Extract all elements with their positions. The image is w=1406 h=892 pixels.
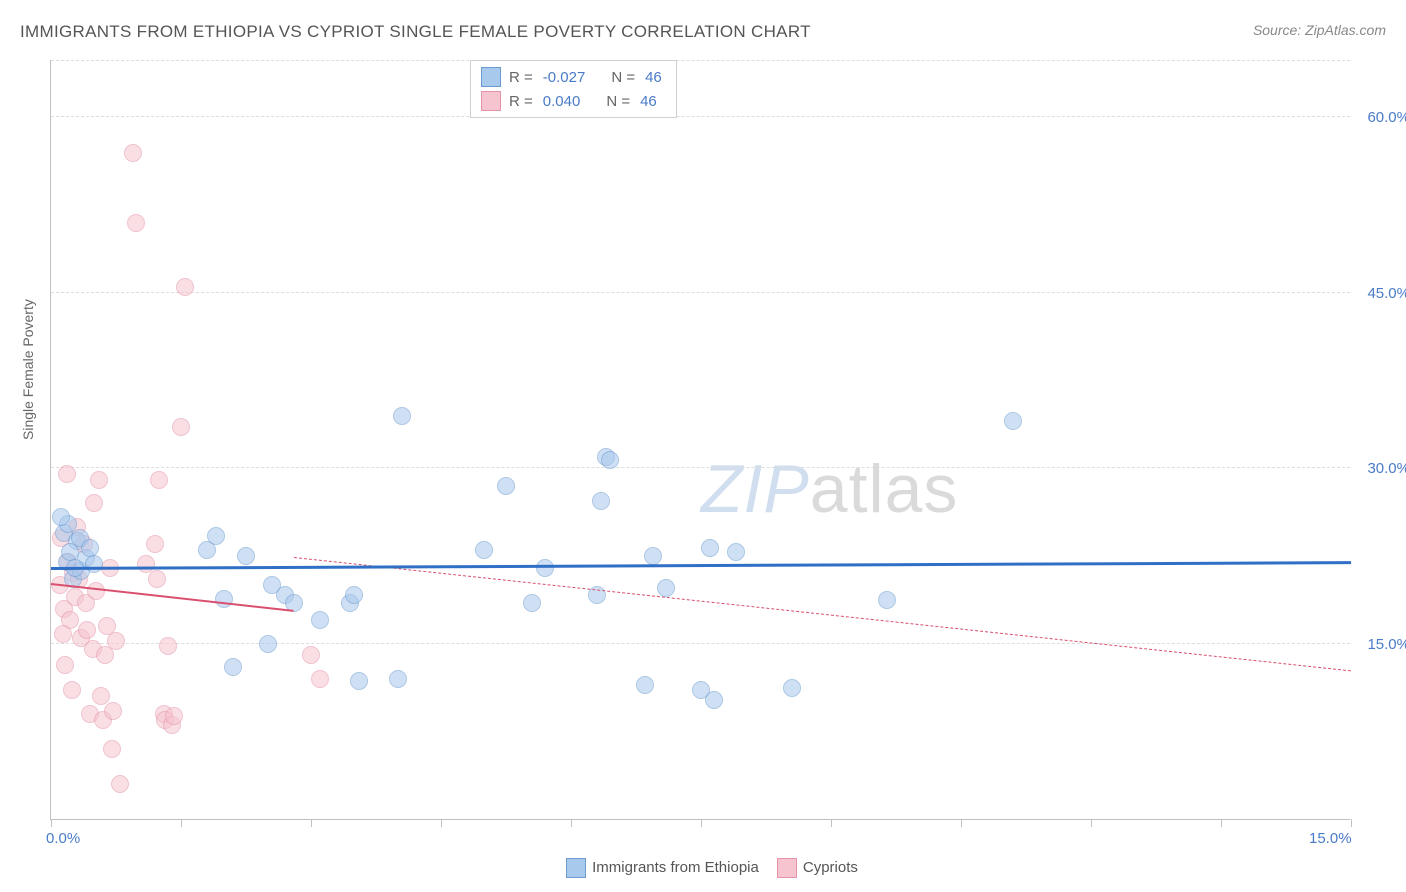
scatter-point	[350, 672, 368, 690]
legend-row: R = 0.040 N = 46	[481, 89, 662, 113]
scatter-point	[311, 611, 329, 629]
scatter-point	[56, 656, 74, 674]
legend-n-label: N =	[611, 69, 635, 86]
scatter-point	[224, 658, 242, 676]
scatter-point	[207, 527, 225, 545]
trend-line	[294, 557, 1351, 671]
scatter-point	[783, 679, 801, 697]
scatter-point	[78, 621, 96, 639]
scatter-point	[90, 471, 108, 489]
scatter-point	[103, 740, 121, 758]
scatter-point	[85, 555, 103, 573]
scatter-point	[592, 492, 610, 510]
scatter-point	[54, 625, 72, 643]
scatter-point	[104, 702, 122, 720]
scatter-point	[127, 214, 145, 232]
scatter-point	[111, 775, 129, 793]
scatter-point	[52, 508, 70, 526]
x-tick	[51, 819, 52, 827]
x-tick	[831, 819, 832, 827]
scatter-point	[92, 687, 110, 705]
correlation-legend: R = -0.027 N = 46 R = 0.040 N = 46	[470, 60, 677, 118]
scatter-point	[393, 407, 411, 425]
legend-series-name: Immigrants from Ethiopia	[592, 859, 759, 876]
scatter-point	[85, 494, 103, 512]
legend-r-value: 0.040	[543, 93, 581, 110]
series-legend: Immigrants from Ethiopia Cypriots	[0, 858, 1406, 878]
scatter-point	[475, 541, 493, 559]
scatter-point	[150, 471, 168, 489]
scatter-point	[146, 535, 164, 553]
x-tick	[571, 819, 572, 827]
x-tick	[311, 819, 312, 827]
legend-r-value: -0.027	[543, 69, 586, 86]
scatter-point	[1004, 412, 1022, 430]
x-tick-label: 15.0%	[1309, 830, 1352, 847]
y-axis-label: Single Female Poverty	[20, 299, 36, 440]
chart-title: IMMIGRANTS FROM ETHIOPIA VS CYPRIOT SING…	[20, 22, 811, 42]
scatter-point	[172, 418, 190, 436]
scatter-point	[636, 676, 654, 694]
scatter-point	[259, 635, 277, 653]
scatter-point	[523, 594, 541, 612]
scatter-plot: ZIPatlas 15.0%30.0%45.0%60.0%0.0%15.0%	[50, 60, 1350, 820]
legend-swatch	[566, 858, 586, 878]
x-tick	[1221, 819, 1222, 827]
scatter-point	[701, 539, 719, 557]
scatter-point	[87, 582, 105, 600]
legend-row: R = -0.027 N = 46	[481, 65, 662, 89]
scatter-point	[601, 451, 619, 469]
scatter-point	[176, 278, 194, 296]
scatter-point	[215, 590, 233, 608]
scatter-point	[727, 543, 745, 561]
scatter-point	[237, 547, 255, 565]
gridline	[51, 60, 1350, 61]
scatter-point	[644, 547, 662, 565]
y-tick-label: 45.0%	[1355, 285, 1406, 302]
scatter-point	[58, 465, 76, 483]
scatter-point	[497, 477, 515, 495]
legend-series-name: Cypriots	[803, 859, 858, 876]
gridline	[51, 292, 1350, 293]
scatter-point	[345, 586, 363, 604]
gridline	[51, 643, 1350, 644]
x-tick	[701, 819, 702, 827]
scatter-point	[705, 691, 723, 709]
scatter-point	[657, 579, 675, 597]
x-tick	[441, 819, 442, 827]
x-tick	[181, 819, 182, 827]
legend-n-value: 46	[645, 69, 662, 86]
x-tick	[1351, 819, 1352, 827]
scatter-point	[159, 637, 177, 655]
y-tick-label: 30.0%	[1355, 460, 1406, 477]
legend-r-label: R =	[509, 93, 533, 110]
legend-n-value: 46	[640, 93, 657, 110]
scatter-point	[124, 144, 142, 162]
x-tick-label: 0.0%	[46, 830, 80, 847]
gridline	[51, 116, 1350, 117]
legend-n-label: N =	[606, 93, 630, 110]
x-tick	[1091, 819, 1092, 827]
gridline	[51, 467, 1350, 468]
legend-swatch	[481, 67, 501, 87]
scatter-point	[81, 539, 99, 557]
scatter-point	[302, 646, 320, 664]
legend-swatch	[777, 858, 797, 878]
scatter-point	[107, 632, 125, 650]
scatter-point	[148, 570, 166, 588]
scatter-point	[389, 670, 407, 688]
legend-swatch	[481, 91, 501, 111]
scatter-point	[63, 681, 81, 699]
y-tick-label: 15.0%	[1355, 636, 1406, 653]
legend-r-label: R =	[509, 69, 533, 86]
scatter-point	[137, 555, 155, 573]
x-tick	[961, 819, 962, 827]
scatter-point	[878, 591, 896, 609]
scatter-point	[311, 670, 329, 688]
y-tick-label: 60.0%	[1355, 109, 1406, 126]
watermark-logo: ZIPatlas	[701, 450, 958, 528]
scatter-point	[165, 707, 183, 725]
source-label: Source: ZipAtlas.com	[1253, 22, 1386, 38]
